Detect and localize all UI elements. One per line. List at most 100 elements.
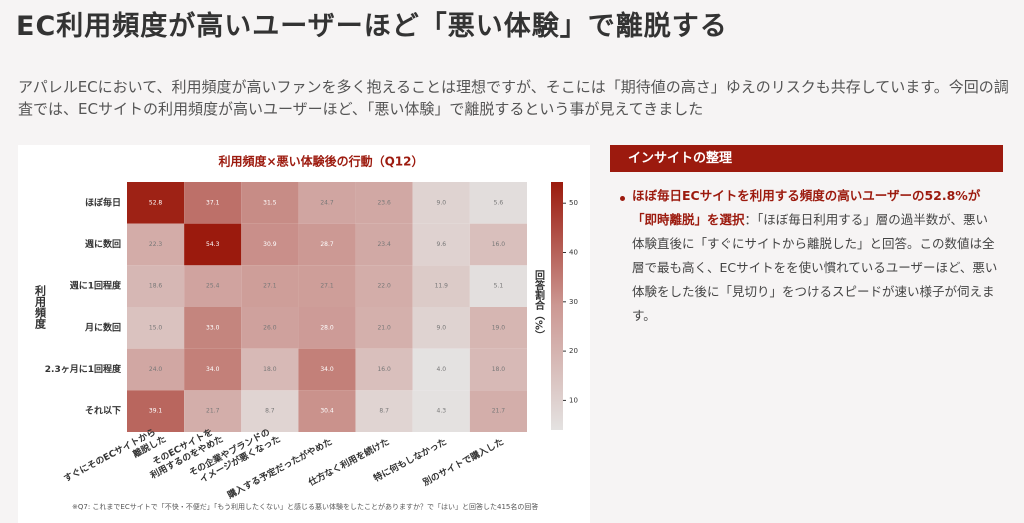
heatmap-cell bbox=[184, 265, 242, 307]
chart-title: 利用頻度×悪い体験後の行動（Q12） bbox=[219, 154, 424, 169]
chart: 利用頻度×悪い体験後の行動（Q12） 利用頻度 回答割合（%） ※Q7: これま… bbox=[34, 154, 578, 512]
value-label: 4.3 bbox=[437, 408, 447, 415]
heatmap-cell bbox=[241, 265, 299, 307]
value-label: 28.7 bbox=[320, 241, 334, 248]
heatmap-cell bbox=[355, 265, 413, 307]
heatmap-cell bbox=[355, 182, 413, 224]
value-label: 25.4 bbox=[206, 283, 220, 290]
heatmap-cell bbox=[469, 307, 527, 349]
lead-text: アパレルECにおいて、利用頻度が高いファンを多く抱えることは理想ですが、そこには… bbox=[18, 78, 1009, 118]
value-label: 30.4 bbox=[320, 408, 334, 415]
value-label: 18.0 bbox=[492, 366, 506, 373]
heatmap-cell bbox=[184, 223, 242, 266]
value-label: 5.1 bbox=[494, 283, 504, 290]
value-label: 37.1 bbox=[206, 199, 220, 206]
value-label: 9.0 bbox=[437, 324, 447, 331]
heatmap-cell bbox=[127, 390, 185, 432]
heatmap-cell bbox=[469, 182, 527, 224]
heatmap-cell bbox=[412, 265, 470, 307]
heatmap-cell bbox=[355, 223, 413, 266]
value-label: 28.0 bbox=[320, 324, 334, 331]
value-label: 9.6 bbox=[437, 241, 447, 248]
colorbar-tick-label: 30 bbox=[569, 298, 578, 306]
value-label: 34.0 bbox=[320, 366, 334, 373]
value-label: 16.0 bbox=[377, 366, 391, 373]
value-label: 8.7 bbox=[265, 408, 275, 415]
value-label: 27.1 bbox=[320, 283, 334, 290]
heatmap-cell bbox=[241, 223, 299, 266]
heatmap-cell bbox=[355, 307, 413, 349]
y-tick-label: 2.3ヶ月に1回程度 bbox=[45, 363, 122, 375]
value-label: 30.9 bbox=[263, 241, 277, 248]
heatmap-cell bbox=[469, 348, 527, 391]
value-label: 54.3 bbox=[206, 241, 220, 248]
heatmap-cell bbox=[469, 265, 527, 307]
heatmap-cell bbox=[127, 182, 185, 224]
value-label: 11.9 bbox=[435, 283, 449, 290]
heatmap-cell bbox=[184, 182, 242, 224]
value-label: 5.6 bbox=[494, 199, 504, 206]
y-tick-label: それ以下 bbox=[85, 406, 121, 417]
heatmap-cell bbox=[298, 265, 356, 307]
colorbar bbox=[551, 182, 563, 430]
value-label: 21.7 bbox=[206, 408, 220, 415]
heatmap-cell bbox=[127, 265, 185, 307]
y-tick-label: 週に1回程度 bbox=[70, 280, 122, 292]
value-label: 21.7 bbox=[492, 408, 506, 415]
heatmap-cell bbox=[184, 390, 242, 432]
value-label: 22.3 bbox=[149, 241, 163, 248]
value-label: 19.0 bbox=[492, 324, 506, 331]
heatmap-cell bbox=[127, 307, 185, 349]
value-label: 52.8 bbox=[149, 199, 163, 206]
heatmap-cell bbox=[241, 182, 299, 224]
insight-body: ほぼ毎日ECサイトを利用する頻度の高いユーザーの52.8%が「即時離脱」を選択：… bbox=[610, 172, 1003, 328]
value-label: 39.1 bbox=[149, 408, 163, 415]
value-label: 23.4 bbox=[377, 241, 391, 248]
insight-text: ：「ほぼ毎日利用する」層の過半数が、悪い体験直後に「すぐにサイトから離脱した」と… bbox=[632, 212, 998, 323]
value-label: 31.5 bbox=[263, 199, 277, 206]
heatmap-cell bbox=[298, 348, 356, 391]
value-label: 24.0 bbox=[149, 366, 163, 373]
heatmap-cell bbox=[412, 348, 470, 391]
heatmap-cell bbox=[298, 182, 356, 224]
colorbar-tick-label: 10 bbox=[569, 396, 578, 404]
value-label: 26.0 bbox=[263, 324, 277, 331]
value-label: 34.0 bbox=[206, 366, 220, 373]
y-tick-label: 月に数回 bbox=[84, 321, 121, 333]
heatmap-cell bbox=[412, 390, 470, 432]
heatmap-cell bbox=[184, 348, 242, 391]
insight-panel: インサイトの整理 ほぼ毎日ECサイトを利用する頻度の高いユーザーの52.8%が「… bbox=[610, 145, 1003, 328]
heatmap-cell bbox=[412, 307, 470, 349]
heatmap-cell bbox=[241, 348, 299, 391]
value-label: 16.0 bbox=[492, 241, 506, 248]
y-tick-label: 週に数回 bbox=[85, 238, 121, 250]
value-label: 24.7 bbox=[320, 199, 334, 206]
heatmap-cell bbox=[355, 390, 413, 432]
colorbar-tick-label: 50 bbox=[569, 199, 578, 207]
value-label: 8.7 bbox=[379, 408, 389, 415]
heatmap-cell bbox=[298, 307, 356, 349]
heatmap-cell bbox=[127, 223, 185, 266]
insight-highlight: ほぼ毎日ECサイトを利用する頻度の高いユーザーの52.8%が「即時離脱」を選択 bbox=[632, 188, 981, 227]
value-label: 23.6 bbox=[377, 199, 391, 206]
value-label: 18.6 bbox=[149, 283, 163, 290]
value-label: 33.0 bbox=[206, 324, 220, 331]
heatmap-cell bbox=[298, 390, 356, 432]
heatmap-cell bbox=[469, 390, 527, 432]
colorbar-tick-label: 20 bbox=[569, 347, 578, 355]
value-label: 27.1 bbox=[263, 283, 277, 290]
heatmap-cell bbox=[412, 182, 470, 224]
heatmap-cell bbox=[298, 223, 356, 266]
colorbar-label: 回答割合（%） bbox=[533, 270, 546, 340]
value-label: 21.0 bbox=[377, 324, 391, 331]
heatmap-cell bbox=[355, 348, 413, 391]
y-axis-label: 利用頻度 bbox=[34, 284, 47, 330]
footnote: ※Q7: これまでECサイトで「不快・不便だ」「もう利用したくない」と感じる悪い… bbox=[72, 502, 538, 511]
heatmap-cell bbox=[184, 307, 242, 349]
heatmap-cell bbox=[412, 223, 470, 266]
heatmap-cell bbox=[469, 223, 527, 266]
value-label: 9.0 bbox=[437, 199, 447, 206]
chart-panel: 利用頻度×悪い体験後の行動（Q12） 利用頻度 回答割合（%） ※Q7: これま… bbox=[18, 145, 590, 523]
y-tick-label: ほぼ毎日 bbox=[85, 196, 121, 208]
